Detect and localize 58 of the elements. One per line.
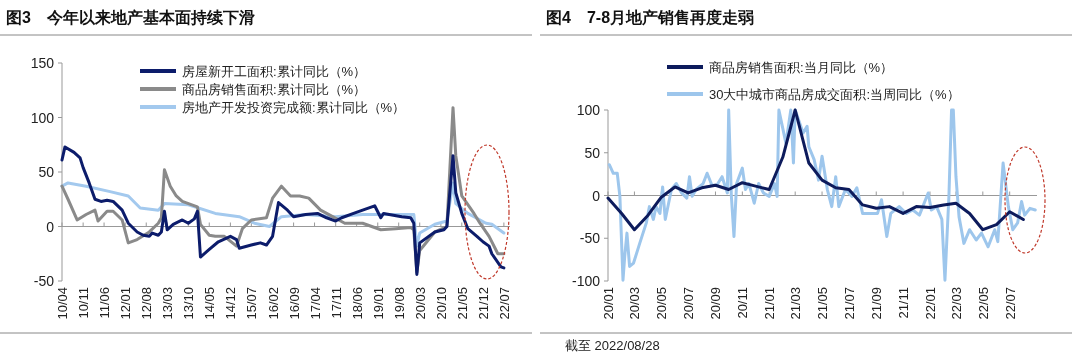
line-series (60, 145, 506, 276)
x-tick-label: 21/11 (896, 287, 912, 319)
x-tick-label: 20/10 (433, 287, 449, 320)
x-tick-label: 21/12 (475, 287, 491, 320)
chart-title: 图3 今年以来地产基本面持续下滑 (6, 9, 255, 26)
y-tick-label: 0 (46, 218, 55, 235)
x-tick-label: 19/01 (370, 287, 386, 320)
x-tick-label: 22/05 (975, 287, 991, 320)
x-tick-label: 21/05 (454, 287, 470, 320)
x-tick-label: 19/08 (391, 287, 407, 320)
x-tick-label: 10/11 (76, 287, 92, 319)
x-tick-label: 21/07 (841, 287, 857, 320)
x-tick-label: 20/11 (735, 287, 751, 319)
x-tick-label: 11/06 (97, 287, 113, 319)
y-tick-label: 50 (38, 164, 55, 180)
x-tick-label: 22/03 (948, 287, 964, 320)
x-tick-label: 22/01 (922, 287, 938, 320)
legend-label: 商品房销售面积:累计同比（%） (182, 82, 367, 97)
x-tick-label: 12/08 (139, 287, 155, 320)
x-tick-label: 21/09 (869, 287, 885, 320)
legend-label: 房屋新开工面积:累计同比（%） (182, 64, 367, 79)
y-tick-label: 0 (592, 187, 601, 204)
y-tick-label: 100 (30, 109, 55, 126)
x-tick-label: 13/03 (160, 287, 176, 320)
x-tick-label: 20/07 (681, 287, 697, 320)
x-tick-label: 14/05 (202, 287, 218, 320)
line-series (606, 108, 1025, 232)
x-tick-label: 18/06 (349, 287, 365, 320)
x-tick-label: 20/05 (654, 287, 670, 320)
x-tick-label: 17/11 (328, 287, 344, 319)
x-tick-label: 22/07 (496, 287, 512, 320)
x-tick-label: 21/01 (762, 287, 778, 320)
y-tick-label: 50 (584, 144, 601, 161)
x-tick-label: 20/03 (412, 287, 428, 320)
y-tick-label: -50 (33, 273, 55, 289)
y-tick-label: 150 (30, 55, 55, 71)
x-tick-label: 22/07 (1002, 287, 1018, 320)
legend-label: 房地产开发投资完成额:累计同比（%） (182, 100, 406, 115)
y-tick-label: -100 (571, 273, 601, 289)
x-tick-label: 20/03 (627, 287, 643, 320)
x-tick-label: 12/01 (118, 287, 134, 320)
y-tick-label: 100 (576, 102, 601, 118)
legend-label: 商品房销售面积:当月同比（%） (709, 60, 894, 75)
x-tick-label: 13/10 (181, 287, 197, 320)
text: 截至 2022/08/28 (565, 338, 660, 353)
x-tick-label: 21/05 (815, 287, 831, 320)
x-tick-label: 16/02 (265, 287, 281, 320)
x-tick-label: 17/04 (307, 287, 323, 320)
legend-label: 30大中城市商品房成交面积:当周同比（%） (709, 87, 960, 102)
x-tick-label: 16/09 (286, 287, 302, 320)
x-tick-label: 20/01 (601, 287, 616, 320)
x-tick-label: 21/03 (788, 287, 804, 320)
chart-title: 图4 7-8月地产销售再度走弱 (546, 8, 755, 26)
x-tick-label: 14/12 (223, 287, 239, 320)
x-tick-label: 15/07 (244, 287, 260, 320)
x-tick-label: 20/09 (708, 287, 724, 320)
y-tick-label: -50 (579, 230, 601, 247)
x-tick-label: 10/04 (55, 287, 70, 320)
